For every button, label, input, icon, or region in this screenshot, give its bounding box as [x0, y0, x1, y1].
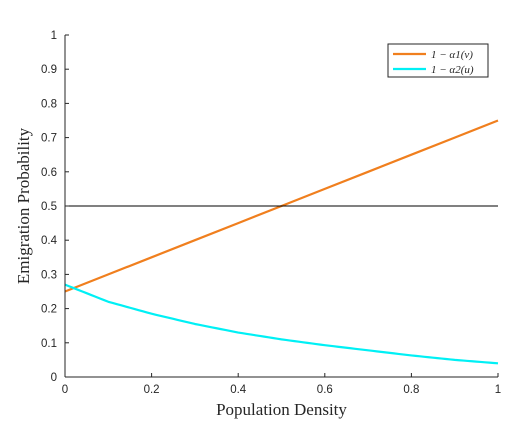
- y-tick-label: 0.9: [41, 64, 57, 76]
- series-line-alpha2: [64, 283, 499, 365]
- legend-label: 1 − α1(v): [431, 49, 473, 61]
- y-tick-label: 0.2: [41, 304, 57, 316]
- legend-entries: 1 − α1(v) 1 − α2(u): [393, 49, 474, 76]
- series-layer: [64, 119, 499, 365]
- legend-box: [387, 43, 489, 78]
- y-tick-label: 0.7: [41, 133, 57, 145]
- x-tick-label: 0.8: [403, 384, 419, 396]
- y-axis-title: Emigration Probability: [14, 127, 33, 284]
- x-tick-label: 1: [495, 384, 501, 396]
- y-tick-label: 0.5: [41, 201, 57, 213]
- y-tick-label: 0: [51, 372, 57, 384]
- x-tick-label: 0: [62, 384, 68, 396]
- y-tick-label: 0.6: [41, 167, 57, 179]
- y-tick-label: 1: [51, 30, 57, 42]
- legend-label: 1 − α2(u): [431, 64, 474, 76]
- x-tick-label: 0.2: [144, 384, 160, 396]
- x-tick-label: 0.4: [230, 384, 247, 396]
- y-tick-label: 0.3: [41, 269, 57, 281]
- y-tick-label: 0.8: [41, 98, 57, 110]
- y-tick-label: 0.1: [41, 338, 57, 350]
- x-axis-title: Population Density: [216, 400, 347, 419]
- x-ticks: 0 0.2 0.4 0.6 0.8 1: [62, 373, 501, 396]
- axes: 0 0.2 0.4 0.6 0.8 1 0 0.1 0.2 0.3 0.4 0.5 0.6 0.7 0.8…: [41, 30, 501, 396]
- y-tick-label: 0.4: [41, 235, 58, 247]
- legend: 1 − α1(v) 1 − α2(u): [387, 43, 489, 78]
- y-ticks: 0 0.1 0.2 0.3 0.4 0.5 0.6 0.7 0.8 0.9 1: [41, 30, 69, 384]
- x-tick-label: 0.6: [317, 384, 333, 396]
